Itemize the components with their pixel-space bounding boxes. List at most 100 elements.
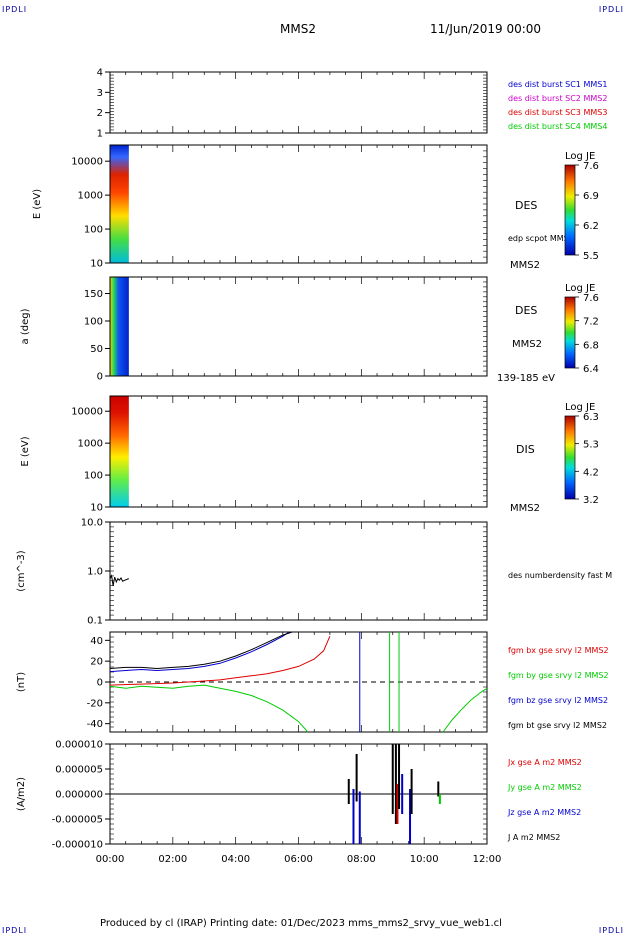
energy-range-label: 139-185 eV xyxy=(497,373,555,384)
y-tick-label: 10000 xyxy=(71,407,103,418)
y-tick-label: 50 xyxy=(90,344,103,355)
x-tick-label: 02:00 xyxy=(158,854,187,865)
spacecraft-label: MMS2 xyxy=(510,260,540,271)
colorbar-tick-label: 6.4 xyxy=(583,364,599,375)
y-tick-label: 1 xyxy=(97,129,103,140)
legend-entry: des dist burst SC4 MMS4 xyxy=(508,122,607,131)
y-axis-label: (A/m2) xyxy=(16,777,27,811)
panel-frame-4 xyxy=(109,395,488,508)
x-tick-label: 12:00 xyxy=(473,854,502,865)
y-axis-label: a (deg) xyxy=(20,308,31,344)
panel-frame-2 xyxy=(109,144,488,264)
x-tick-label: 04:00 xyxy=(221,854,250,865)
legend-entry: des dist burst SC1 MMS1 xyxy=(508,80,607,89)
species-label: DIS xyxy=(516,443,535,456)
legend-entry: Jz gse A m2 MMS2 xyxy=(507,808,581,817)
y-tick-label: 10000 xyxy=(71,157,103,168)
y-tick-label: -20 xyxy=(87,698,103,709)
overlay-note: edp scpot MMS2 xyxy=(508,234,574,243)
x-tick-label: 10:00 xyxy=(410,854,439,865)
y-tick-label: 0.000000 xyxy=(55,790,103,801)
y-tick-label: 4 xyxy=(97,68,103,79)
colorbar-2 xyxy=(564,296,576,369)
series-line-fgm xyxy=(109,631,290,673)
y-tick-label: 100 xyxy=(84,225,103,236)
legend-entry: Jy gse A m2 MMS2 xyxy=(507,783,582,792)
colorbar-title: Log JE xyxy=(565,151,595,162)
corner-label-bottom-left: IPDLI xyxy=(2,926,28,935)
species-label: DES xyxy=(515,304,537,317)
series-line-fgm xyxy=(109,684,309,733)
legend-entry: des numberdensity fast M xyxy=(508,571,612,580)
y-tick-label: 0.000010 xyxy=(55,740,103,751)
y-tick-label: 0.1 xyxy=(87,616,103,627)
colorbar-title: Log JE xyxy=(565,402,595,413)
footer-credit: Produced by cl (IRAP) Printing date: 01/… xyxy=(100,918,502,929)
spacecraft-label: MMS2 xyxy=(512,339,542,350)
corner-label-bottom-right: IPDLI xyxy=(598,926,624,935)
y-tick-label: 1000 xyxy=(78,191,103,202)
colorbar-tick-label: 7.2 xyxy=(583,317,599,328)
colorbar-tick-label: 6.2 xyxy=(583,221,599,232)
y-tick-label: 10 xyxy=(90,503,103,514)
colorbar-3 xyxy=(564,415,576,500)
series-line-density xyxy=(109,574,129,586)
y-tick-label: -0.000005 xyxy=(52,815,103,826)
spacecraft-label: MMS2 xyxy=(510,503,540,514)
legend-entry: J A m2 MMS2 xyxy=(507,833,560,842)
y-tick-label: 150 xyxy=(84,289,103,300)
colorbar-1 xyxy=(564,164,576,256)
x-tick-label: 06:00 xyxy=(284,854,313,865)
spectrogram-des-pitch xyxy=(110,277,129,376)
colorbar-tick-label: 5.5 xyxy=(583,251,599,262)
series-line-fgm xyxy=(109,636,331,686)
y-tick-label: 0.000005 xyxy=(55,765,103,776)
legend-entry: des dist burst SC3 MMS3 xyxy=(508,108,607,117)
y-axis-label: E (eV) xyxy=(32,189,43,219)
y-tick-label: 0 xyxy=(97,372,103,383)
y-tick-label: -40 xyxy=(87,719,103,730)
y-tick-label: 0 xyxy=(97,678,103,689)
legend-entry: fgm bx gse srvy l2 MMS2 xyxy=(508,646,609,655)
y-tick-label: 2 xyxy=(97,108,103,119)
legend-entry: fgm by gse srvy l2 MMS2 xyxy=(508,671,609,680)
colorbar-tick-label: 7.6 xyxy=(583,293,599,304)
y-tick-label: 1.0 xyxy=(87,567,103,578)
spectrogram-des-energy xyxy=(110,145,129,263)
y-tick-label: 100 xyxy=(84,471,103,482)
y-axis-label: E (eV) xyxy=(20,436,31,466)
y-tick-label: -0.000010 xyxy=(52,840,103,851)
series-line-fgm xyxy=(109,631,293,670)
corner-label-top-left: IPDLI xyxy=(2,5,28,14)
y-tick-label: 1000 xyxy=(78,439,103,450)
series-line-fgm xyxy=(442,687,488,733)
x-tick-label: 08:00 xyxy=(347,854,376,865)
panel-frame-3 xyxy=(109,276,488,377)
colorbar-tick-label: 3.2 xyxy=(583,495,599,506)
colorbar-title: Log JE xyxy=(565,283,595,294)
panel-frame-1 xyxy=(109,71,488,134)
legend-entry: des dist burst SC2 MMS2 xyxy=(508,94,607,103)
y-axis-label: (cm^-3) xyxy=(16,550,27,591)
y-tick-label: 20 xyxy=(90,657,103,668)
colorbar-tick-label: 5.3 xyxy=(583,440,599,451)
y-tick-label: 3 xyxy=(97,88,103,99)
colorbar-tick-label: 6.9 xyxy=(583,191,599,202)
colorbar-tick-label: 6.8 xyxy=(583,340,599,351)
colorbar-tick-label: 7.6 xyxy=(583,161,599,172)
legend-entry: fgm bt gse srvy l2 MMS2 xyxy=(508,721,607,730)
y-axis-label: (nT) xyxy=(16,672,27,692)
y-tick-label: 10 xyxy=(90,259,103,270)
corner-label-top-right: IPDLI xyxy=(598,5,624,14)
spectrogram-dis-energy xyxy=(110,396,129,507)
mission-title: MMS2 xyxy=(280,22,316,36)
y-tick-label: 40 xyxy=(90,636,103,647)
colorbar-tick-label: 4.2 xyxy=(583,467,599,478)
x-tick-label: 00:00 xyxy=(96,854,125,865)
legend-entry: fgm bz gse srvy l2 MMS2 xyxy=(508,696,608,705)
panel-frame-5 xyxy=(109,521,488,621)
legend-entry: Jx gse A m2 MMS2 xyxy=(507,758,582,767)
datetime-title: 11/Jun/2019 00:00 xyxy=(430,22,542,36)
colorbar-tick-label: 6.3 xyxy=(583,412,599,423)
